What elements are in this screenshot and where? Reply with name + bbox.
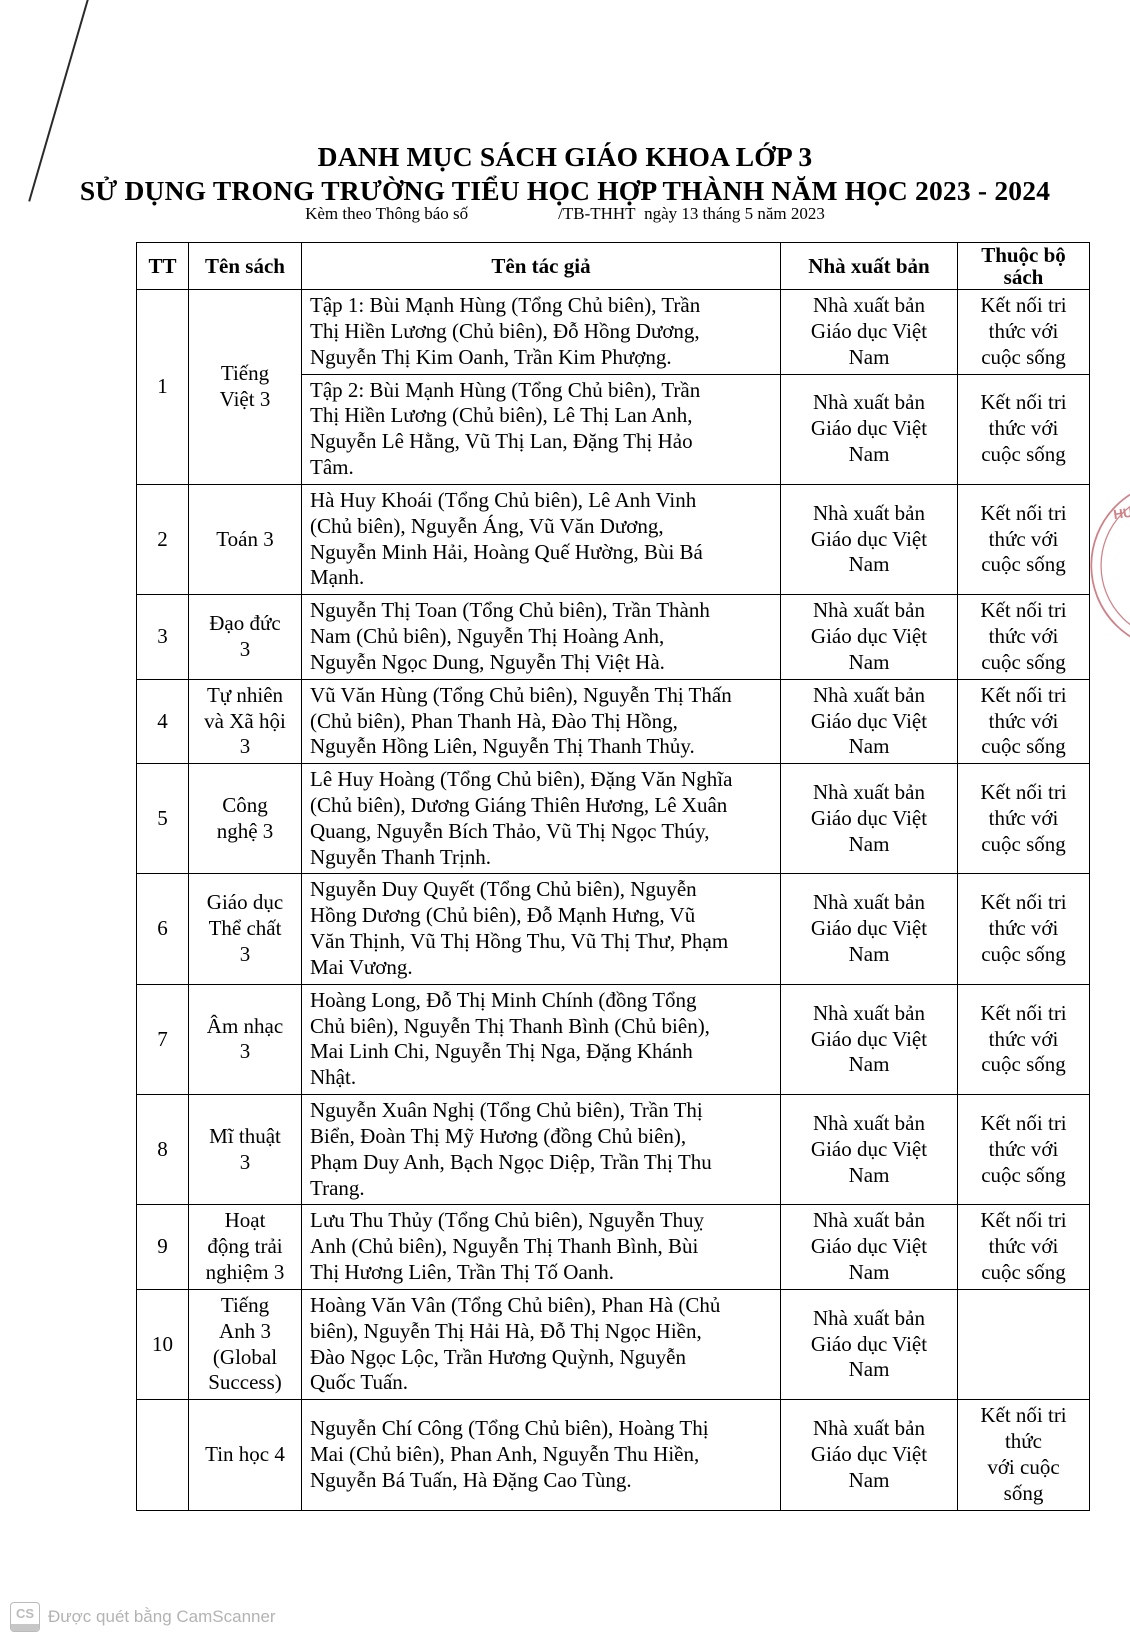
svg-text:HUYỆN THANH OAI: HUYỆN THANH OAI	[1112, 490, 1130, 522]
